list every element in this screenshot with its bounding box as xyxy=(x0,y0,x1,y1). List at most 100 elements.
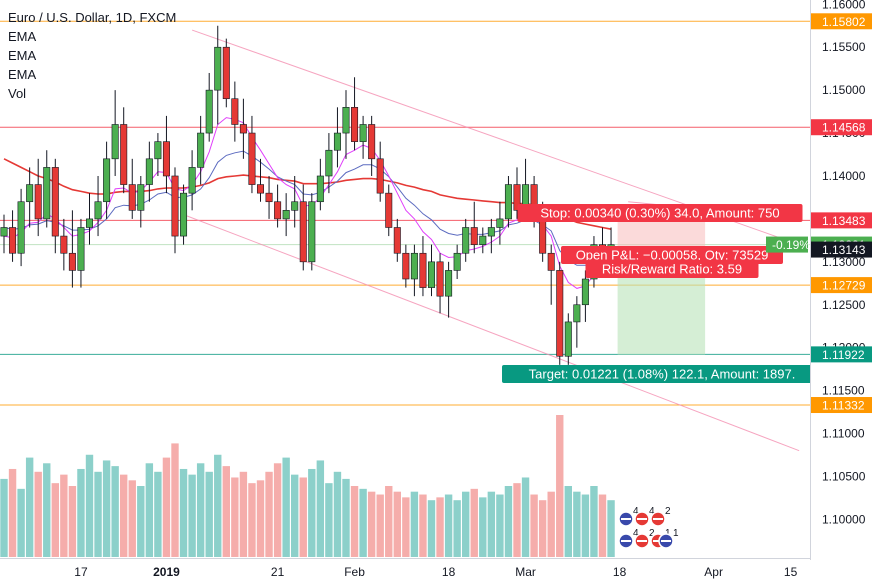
candle-body[interactable] xyxy=(504,184,512,220)
candle-body[interactable] xyxy=(359,124,367,142)
candle-body[interactable] xyxy=(479,235,487,245)
candle-body[interactable] xyxy=(419,252,427,288)
candle-body[interactable] xyxy=(188,167,196,194)
candle-body[interactable] xyxy=(308,201,316,263)
candle-body[interactable] xyxy=(120,124,128,185)
candle-body[interactable] xyxy=(231,98,239,125)
stop-label[interactable]: Stop: 0.00340 (0.30%) 34.0, Amount: 750 xyxy=(517,204,803,222)
candle-body[interactable] xyxy=(256,184,264,194)
candle-body[interactable] xyxy=(393,227,401,254)
candle-body[interactable] xyxy=(539,218,547,254)
price-level-badge[interactable]: 1.11332 xyxy=(811,397,872,414)
candle-body[interactable] xyxy=(26,184,34,203)
candle-body[interactable] xyxy=(410,252,418,280)
event-flag-icon[interactable]: 2 xyxy=(634,528,655,549)
candle-body[interactable] xyxy=(154,141,162,160)
candle-body[interactable] xyxy=(51,167,59,237)
candle-body[interactable] xyxy=(333,132,341,151)
stop-zone[interactable] xyxy=(617,220,706,250)
candle-body[interactable] xyxy=(222,46,230,100)
candle-body[interactable] xyxy=(60,235,68,254)
candle-body[interactable] xyxy=(265,192,273,203)
candle-body[interactable] xyxy=(9,227,17,254)
candle-body[interactable] xyxy=(77,227,85,271)
candle-body[interactable] xyxy=(291,201,299,211)
candle-body[interactable] xyxy=(462,227,470,254)
candle-body[interactable] xyxy=(427,261,435,288)
event-flag-icon[interactable]: 4 xyxy=(634,506,655,527)
event-flag-icon[interactable]: 2 xyxy=(650,506,671,527)
ema-mid-line[interactable] xyxy=(3,150,612,266)
candle-body[interactable] xyxy=(111,124,119,160)
candle-body[interactable] xyxy=(171,175,179,237)
candle-body[interactable] xyxy=(180,192,188,237)
indicator-ema-2[interactable]: EMA xyxy=(8,48,37,63)
candle-body[interactable] xyxy=(342,107,350,134)
candle-body[interactable] xyxy=(470,227,478,245)
candle-body[interactable] xyxy=(43,167,51,220)
candle-body[interactable] xyxy=(128,184,136,211)
candle-body[interactable] xyxy=(137,184,145,211)
stop-label-text: Stop: 0.00340 (0.30%) 34.0, Amount: 750 xyxy=(540,206,779,221)
candle-body[interactable] xyxy=(214,46,222,91)
candle-body[interactable] xyxy=(282,210,290,220)
candle-body[interactable] xyxy=(351,107,359,142)
candle-body[interactable] xyxy=(564,321,572,357)
candle-body[interactable] xyxy=(445,270,453,297)
volume-bar xyxy=(17,488,25,557)
candle-body[interactable] xyxy=(376,158,384,194)
candle-body[interactable] xyxy=(402,252,410,280)
candle-body[interactable] xyxy=(103,158,111,203)
price-level-badge[interactable]: 1.13483 xyxy=(811,212,872,229)
candle-body[interactable] xyxy=(299,201,307,263)
event-flag-icon[interactable]: 1 xyxy=(658,528,679,549)
candle-body[interactable] xyxy=(556,270,564,357)
indicator-ema-1[interactable]: EMA xyxy=(8,29,37,44)
candle-body[interactable] xyxy=(547,252,555,271)
volume-bar xyxy=(282,457,290,557)
candle-body[interactable] xyxy=(496,218,504,228)
candle-body[interactable] xyxy=(34,184,42,220)
candle-body[interactable] xyxy=(145,158,153,185)
candle-body[interactable] xyxy=(513,184,521,211)
open-pl-label[interactable]: Open P&L: −0.00058, Qty: 73529 xyxy=(561,246,783,264)
price-level-badge[interactable]: 1.14568 xyxy=(811,119,872,136)
price-level-badge[interactable]: 1.13143 xyxy=(811,241,872,258)
candle-body[interactable] xyxy=(86,218,94,228)
candle-body[interactable] xyxy=(581,278,589,306)
candle-body[interactable] xyxy=(453,252,461,271)
candle-body[interactable] xyxy=(368,124,376,160)
trend-line[interactable] xyxy=(183,214,800,452)
candle-body[interactable] xyxy=(239,124,247,134)
candle-body[interactable] xyxy=(0,227,8,237)
price-level-badge[interactable]: 1.15802 xyxy=(811,13,872,30)
indicator-ema-3[interactable]: EMA xyxy=(8,67,37,82)
symbol-title[interactable]: Euro / U.S. Dollar, 1D, FXCM xyxy=(8,10,177,25)
price-level-badge[interactable]: 1.11922 xyxy=(811,346,872,363)
ema-fast-line[interactable] xyxy=(3,117,612,289)
candle-body[interactable] xyxy=(487,227,495,237)
target-label[interactable]: Target: 0.01221 (1.08%) 122.1, Amount: 1… xyxy=(502,365,822,383)
event-flag-icon[interactable]: 4 xyxy=(618,528,639,549)
candle-body[interactable] xyxy=(68,252,76,271)
indicator-volume[interactable]: Vol xyxy=(8,86,27,101)
volume-bar xyxy=(419,494,427,557)
candle-body[interactable] xyxy=(17,201,25,254)
candle-body[interactable] xyxy=(436,261,444,297)
candle-body[interactable] xyxy=(94,201,102,220)
candle-body[interactable] xyxy=(248,132,256,185)
candle-body[interactable] xyxy=(274,201,282,220)
candle-body[interactable] xyxy=(573,304,581,323)
candle-body[interactable] xyxy=(316,175,324,203)
candle-body[interactable] xyxy=(162,141,170,177)
volume-bar xyxy=(111,466,119,557)
candle-body[interactable] xyxy=(197,132,205,168)
volume-bar xyxy=(77,468,85,557)
price-level-badge[interactable]: 1.12729 xyxy=(811,277,872,294)
candle-body[interactable] xyxy=(205,89,213,134)
risk-reward-label[interactable]: Risk/Reward Ratio: 3.59 xyxy=(585,260,759,278)
candle-body[interactable] xyxy=(385,192,393,228)
candle-body[interactable] xyxy=(325,149,333,177)
event-flag-icon[interactable]: 4 xyxy=(618,506,639,527)
